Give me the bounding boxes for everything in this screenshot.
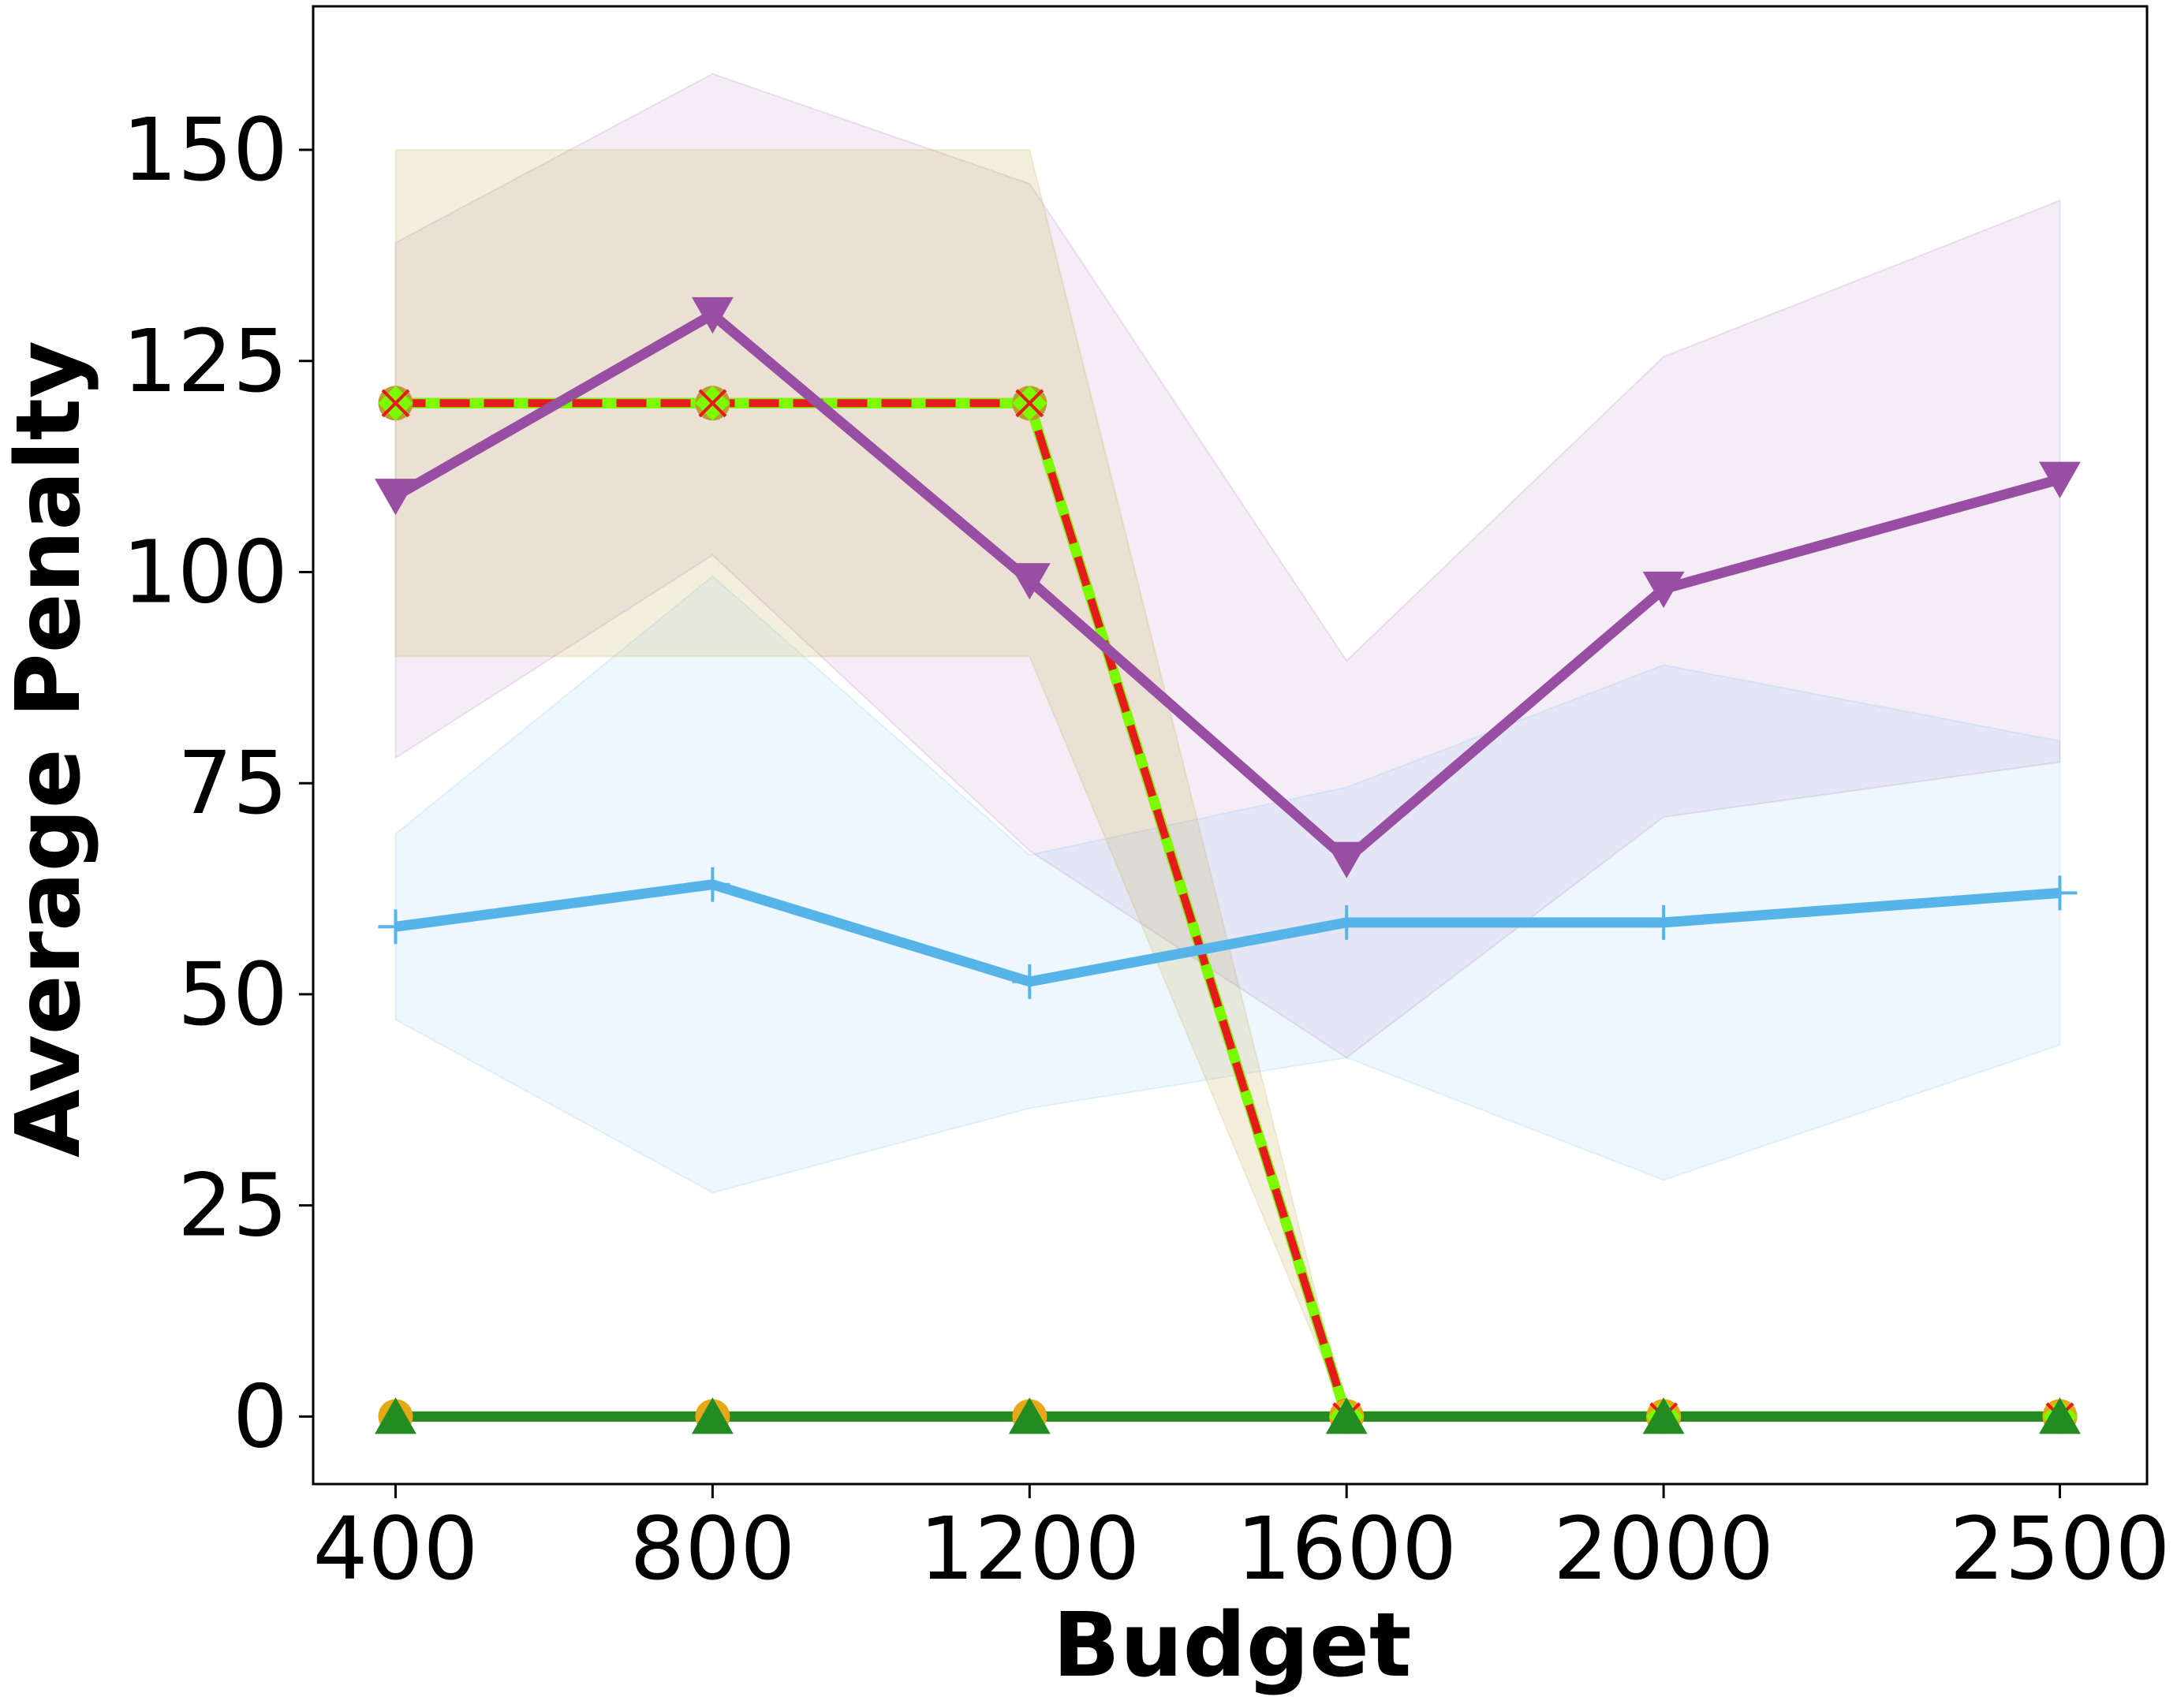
data-point-blue: [695, 867, 730, 902]
confidence-band-purple: [394, 73, 2061, 1059]
x-tick-label: 1600: [1236, 1498, 1457, 1599]
data-point-red: [381, 389, 410, 418]
y-tick-label: 0: [233, 1366, 288, 1467]
data-point-purple: [1008, 563, 1051, 600]
data-point-purple: [1325, 841, 1368, 878]
data-point-purple: [375, 479, 416, 516]
y-tick-label: 100: [122, 521, 288, 622]
data-point-red: [1015, 389, 1044, 418]
data-point-purple: [691, 296, 734, 334]
series-markers: [375, 296, 2081, 1434]
data-point-red: [698, 389, 727, 418]
x-tick-label: 800: [629, 1498, 795, 1599]
data-point-purple: [2039, 461, 2081, 498]
y-tick-label: 125: [122, 311, 288, 412]
x-tick-label: 1200: [919, 1498, 1140, 1599]
data-point-blue: [1012, 964, 1047, 999]
plot-frame: [312, 5, 2149, 1486]
y-tick-label: 25: [177, 1155, 288, 1256]
x-tick-label: 2000: [1553, 1498, 1774, 1599]
confidence-band-blue: [394, 575, 2061, 1194]
data-point-green: [1642, 1397, 1685, 1434]
data-point-blue: [1329, 904, 1365, 940]
x-tick-label: 400: [313, 1498, 479, 1599]
x-axis-label: Budget: [1053, 1594, 1412, 1697]
y-tick-label: 50: [177, 944, 288, 1045]
data-point-green: [691, 1397, 734, 1434]
y-tick-label: 75: [177, 733, 288, 833]
y-axis-ticks: 0 25 50 75 100 125 150: [122, 99, 313, 1467]
data-point-green: [375, 1397, 416, 1434]
series-lines: [393, 309, 2062, 1422]
data-point-green: [1008, 1397, 1051, 1434]
series-line-blue: [394, 879, 2060, 987]
series-line-purple: [393, 309, 2062, 865]
data-point-green: [2039, 1397, 2081, 1434]
data-point-blue: [1646, 904, 1682, 940]
y-tick-label: 150: [122, 99, 288, 200]
confidence-bands: [394, 73, 2061, 1418]
x-axis-ticks: 400 800 1200 1600 2000 2500: [313, 1484, 2171, 1599]
data-point-blue: [2042, 875, 2078, 911]
data-point-green: [1325, 1397, 1368, 1434]
y-axis-label: Average Penalty: [0, 341, 100, 1158]
data-point-blue: [378, 909, 413, 945]
data-point-purple: [1642, 571, 1685, 609]
x-tick-label: 2500: [1950, 1498, 2171, 1599]
